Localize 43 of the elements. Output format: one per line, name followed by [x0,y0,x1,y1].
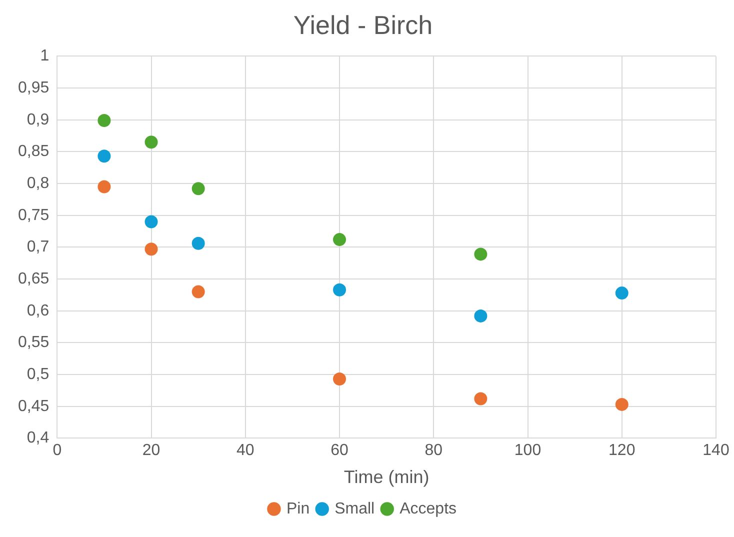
point [192,285,205,298]
y-tick-label: 0,5 [26,366,50,383]
x-tick-label: 120 [608,442,636,460]
legend-label: Small [334,500,375,518]
point [144,242,158,256]
y-tick-label: 0,9 [26,111,50,128]
x-tick-label: 100 [514,442,542,460]
y-tick-label: 0,65 [18,270,50,288]
x-axis-title: Time (min) [344,467,430,488]
y-tick-label: 0,6 [26,302,50,320]
point [333,283,346,296]
legend-label: Accepts [400,500,457,518]
point [192,236,205,250]
legend-label: Pin [286,500,310,518]
x-tick-label: 80 [424,442,443,460]
y-tick-label: 1 [40,48,50,65]
point [98,180,111,194]
point [474,309,488,322]
x-tick-label: 0 [52,442,62,460]
y-tick-label: 0,55 [18,334,50,352]
x-tick-label: 20 [142,442,160,460]
point [615,398,628,411]
point [333,233,346,246]
point [474,248,488,261]
point [144,215,158,228]
x-tick-label: 60 [330,442,349,460]
chart-title: Yield - Birch [293,10,433,40]
y-tick-label: 0,85 [18,143,50,160]
y-tick-label: 0,4 [26,430,50,447]
point [98,114,111,128]
point [474,392,488,406]
point [192,182,205,196]
x-tick-label: 140 [702,442,730,460]
point [333,372,346,386]
y-tick-label: 0,75 [18,206,50,224]
y-tick-label: 0,95 [18,79,50,96]
y-tick-label: 0,45 [18,398,50,415]
point [98,150,111,163]
point [144,136,158,149]
point [615,286,628,300]
y-tick-label: 0,7 [26,238,50,256]
y-tick-label: 0,8 [26,174,50,192]
x-tick-label: 40 [236,442,254,460]
